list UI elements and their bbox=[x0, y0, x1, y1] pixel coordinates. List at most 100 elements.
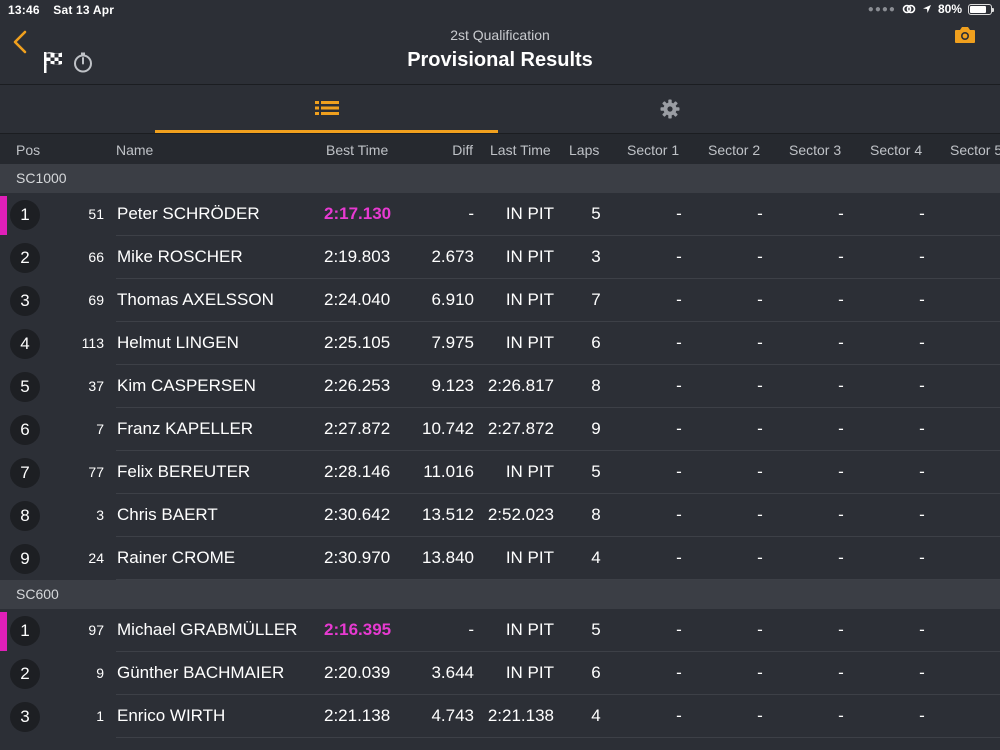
car-number: 37 bbox=[88, 378, 104, 394]
best-time: 2:16.395 bbox=[324, 620, 392, 639]
table-row[interactable]: 7 77 Felix BEREUTER 2:28.146 11.016 IN PIT 5- -… bbox=[0, 451, 1000, 494]
battery-icon bbox=[968, 3, 994, 15]
sector-value: - bbox=[838, 663, 844, 682]
col-sector-5: Sector 5 bbox=[950, 142, 1000, 158]
driver-name: Franz KAPELLER bbox=[117, 419, 254, 438]
sector-value: - bbox=[919, 376, 925, 395]
signal-dots-icon: ●●●● bbox=[867, 3, 896, 15]
camera-button[interactable] bbox=[954, 26, 976, 49]
page-title: Provisional Results bbox=[407, 49, 593, 71]
best-time: 2:30.970 bbox=[324, 548, 391, 567]
laps-value: 9 bbox=[591, 419, 601, 438]
car-number: 1 bbox=[96, 708, 104, 724]
tab-settings[interactable] bbox=[498, 85, 841, 133]
car-number: 9 bbox=[96, 665, 104, 681]
laps-value: 5 bbox=[591, 204, 601, 223]
last-time: IN PIT bbox=[505, 620, 554, 639]
car-number: 69 bbox=[88, 292, 104, 308]
sector-value: - bbox=[919, 462, 925, 481]
best-time: 2:30.642 bbox=[324, 505, 391, 524]
laps-value: 6 bbox=[591, 333, 601, 352]
driver-name: Peter SCHRÖDER bbox=[117, 204, 260, 223]
col-sector-3: Sector 3 bbox=[789, 142, 842, 158]
table-row[interactable]: 4 113 Helmut LINGEN 2:25.105 7.975 IN PIT 6 - - -… bbox=[0, 322, 1000, 365]
sector-value: - bbox=[757, 620, 763, 639]
table-row[interactable]: 2 9 Günther BACHMAIER 2:20.039 3.644 IN PIT 6 -… bbox=[0, 652, 1000, 695]
diff: - bbox=[468, 620, 474, 639]
link-icon bbox=[902, 4, 916, 14]
sector-value: - bbox=[919, 663, 925, 682]
car-number: 66 bbox=[88, 249, 104, 265]
last-time: IN PIT bbox=[505, 204, 554, 223]
car-number: 24 bbox=[88, 550, 104, 566]
col-pos: Pos bbox=[16, 142, 41, 158]
sector-value: - bbox=[757, 462, 763, 481]
last-time: 2:26.817 bbox=[487, 376, 554, 395]
table-row[interactable]: 9 24 Rainer CROME 2:30.970 13.840 IN PIT 4 - - - - bbox=[0, 537, 1000, 580]
best-time: 2:28.146 bbox=[324, 462, 391, 481]
nav-header: 2st Qualification Provisional Results bbox=[0, 20, 1000, 85]
table-row[interactable]: 3 69 Thomas AXELSSON 2:24.040 6.910 IN PIT 7 - -… bbox=[0, 279, 1000, 322]
sector-value: - bbox=[676, 462, 682, 481]
status-time: 13:46 bbox=[8, 3, 40, 17]
sector-value: - bbox=[838, 505, 844, 524]
driver-name: Rainer CROME bbox=[117, 548, 236, 567]
table-row[interactable]: 6 7 Franz KAPELLER 2:27.872 10.742 2:27.872 9 -… bbox=[0, 408, 1000, 451]
best-time: 2:17.130 bbox=[324, 204, 392, 223]
diff: 3.644 bbox=[431, 663, 474, 682]
sector-value: - bbox=[757, 663, 763, 682]
battery-fill bbox=[970, 5, 986, 13]
sector-value: - bbox=[676, 247, 682, 266]
checkered-flag-icon[interactable] bbox=[42, 50, 66, 74]
car-number: 51 bbox=[88, 206, 104, 222]
position-badge: 3 bbox=[10, 286, 40, 316]
driver-name: Thomas AXELSSON bbox=[117, 290, 274, 309]
laps-value: 4 bbox=[591, 548, 601, 567]
sector-value: - bbox=[919, 505, 925, 524]
sector-value: - bbox=[676, 204, 682, 223]
table-row[interactable]: 1 51 Peter SCHRÖDER 2:17.130 - IN PIT 5 - - - - bbox=[0, 193, 1000, 236]
sector-value: - bbox=[757, 204, 763, 223]
best-time: 2:27.872 bbox=[324, 419, 391, 438]
driver-name: Mike ROSCHER bbox=[117, 247, 243, 266]
leader-indicator bbox=[0, 612, 7, 651]
table-row[interactable]: 8 3 Chris BAERT 2:30.642 13.512 2:52.023 8 - - - - bbox=[0, 494, 1000, 537]
chevron-left-icon bbox=[13, 30, 27, 54]
diff: 9.123 bbox=[431, 376, 474, 395]
sector-value: - bbox=[757, 548, 763, 567]
diff: 11.016 bbox=[423, 462, 474, 481]
sector-value: - bbox=[919, 290, 925, 309]
table-row[interactable]: 3 1 Enrico WIRTH 2:21.138 4.743 2:21.138 4 - - - - bbox=[0, 695, 1000, 738]
sector-value: - bbox=[919, 620, 925, 639]
best-time: 2:25.105 bbox=[324, 333, 391, 352]
col-name: Name bbox=[116, 142, 154, 158]
group-header: SC600 bbox=[0, 580, 1000, 609]
diff: 2.673 bbox=[431, 247, 474, 266]
sector-value: - bbox=[676, 290, 682, 309]
sector-value: - bbox=[676, 333, 682, 352]
group-name: SC600 bbox=[16, 586, 59, 602]
diff: 13.840 bbox=[422, 548, 474, 567]
battery-percent: 80% bbox=[937, 2, 962, 16]
sector-value: - bbox=[676, 505, 682, 524]
tab-results-list[interactable] bbox=[155, 85, 498, 133]
col-best-time: Best Time bbox=[326, 142, 389, 158]
car-number: 113 bbox=[81, 335, 104, 351]
sector-value: - bbox=[676, 663, 682, 682]
back-button[interactable] bbox=[10, 28, 30, 58]
table-column-headers: Pos Name Best Time Diff Last Time Laps S… bbox=[0, 134, 1000, 164]
location-arrow-icon bbox=[922, 5, 931, 13]
group-header: SC1000 bbox=[0, 164, 1000, 193]
position-badge: 1 bbox=[10, 616, 40, 646]
last-time: IN PIT bbox=[505, 462, 554, 481]
last-time: IN PIT bbox=[505, 548, 554, 567]
car-number: 77 bbox=[88, 464, 104, 480]
car-number: 97 bbox=[88, 622, 104, 638]
table-row[interactable]: 2 66 Mike ROSCHER 2:19.803 2.673 IN PIT 3 - - - - bbox=[0, 236, 1000, 279]
best-time: 2:21.138 bbox=[324, 706, 391, 725]
stopwatch-icon[interactable] bbox=[72, 51, 94, 73]
position-badge: 6 bbox=[10, 415, 40, 445]
table-row[interactable]: 1 97 Michael GRABMÜLLER 2:16.395 - IN PIT 5 - - -… bbox=[0, 609, 1000, 652]
session-subtitle: 2st Qualification bbox=[450, 27, 550, 43]
table-row[interactable]: 5 37 Kim CASPERSEN 2:26.253 9.123 2:26.817 8 - -… bbox=[0, 365, 1000, 408]
